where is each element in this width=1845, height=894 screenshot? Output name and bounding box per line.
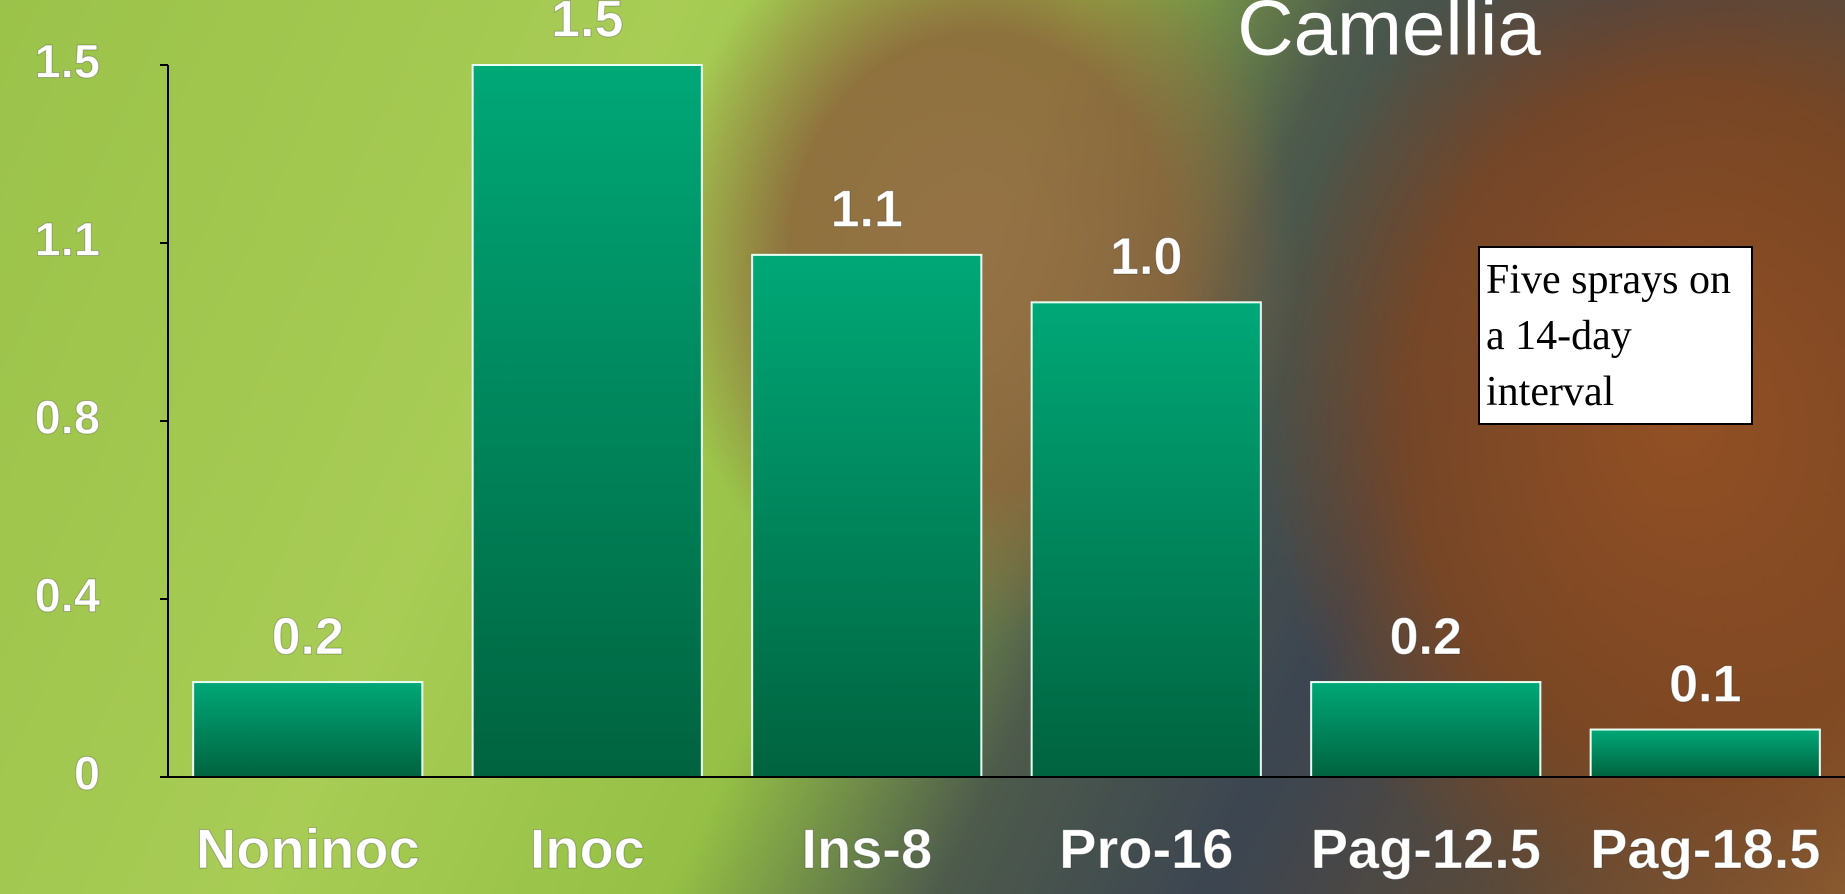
value-label: 0.1: [1669, 655, 1741, 713]
bar: [192, 681, 424, 778]
bar: [471, 64, 703, 778]
bar: [1589, 728, 1821, 778]
x-tick-label: Pag-18.5: [1590, 817, 1820, 880]
annotation: Five sprays on a 14-day interval: [1478, 246, 1753, 425]
value-label: 1.5: [551, 0, 623, 49]
y-tick-label: 0.8: [35, 390, 100, 443]
x-tick-label: Ins-8: [801, 817, 932, 880]
x-tick-label: Noninoc: [196, 817, 420, 880]
bar: [751, 253, 983, 779]
y-tick-label: 0.4: [35, 568, 100, 621]
chart-title: Camellia: [1237, 0, 1541, 72]
bar: [1030, 301, 1262, 778]
value-label: 1.0: [1110, 228, 1182, 286]
y-tick-label: 0: [74, 746, 100, 799]
value-label: 0.2: [272, 608, 344, 666]
x-tick-label: Inoc: [530, 817, 645, 880]
x-tick-label: Pag-12.5: [1311, 817, 1541, 880]
value-label: 1.1: [831, 181, 903, 239]
y-tick-label: 1.1: [35, 212, 100, 265]
value-label: 0.2: [1390, 608, 1462, 666]
y-tick-label: 1.5: [35, 34, 100, 87]
x-tick-label: Pro-16: [1059, 817, 1233, 880]
bar: [1310, 681, 1542, 778]
